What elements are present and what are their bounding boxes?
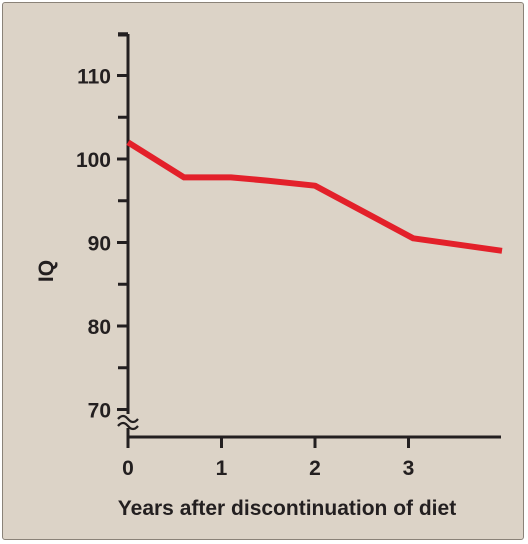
y-tick-label: 80 xyxy=(88,316,111,339)
y-tick-label: 110 xyxy=(77,66,111,89)
axis-break-line-upper xyxy=(117,414,139,424)
x-tick-label: 2 xyxy=(309,457,321,480)
iq-series-line xyxy=(126,139,503,254)
axis-break-mark xyxy=(117,414,139,431)
x-axis-label: Years after discontinuation of diet xyxy=(118,497,456,520)
y-tick-label: 90 xyxy=(88,233,111,256)
y-axis-ticks: 70 80 90 100 110 xyxy=(76,32,128,423)
axis-break-gap xyxy=(119,414,137,428)
chart-panel: 70 80 90 100 110 0 1 2 3 IQ Years after discont… xyxy=(2,2,524,540)
axis-break-line-lower xyxy=(117,421,139,431)
x-tick-label: 3 xyxy=(403,457,415,480)
y-axis-label: IQ xyxy=(35,260,58,282)
y-tick-label: 70 xyxy=(88,400,111,423)
chart-axes xyxy=(117,33,501,439)
x-axis-ticks: 0 1 2 3 xyxy=(122,437,414,480)
y-tick-label: 100 xyxy=(76,149,111,172)
line-chart: 70 80 90 100 110 0 1 2 3 IQ Years after discont… xyxy=(35,32,503,520)
series-group xyxy=(126,139,503,254)
x-tick-label: 0 xyxy=(122,457,134,480)
x-tick-label: 1 xyxy=(216,457,228,480)
